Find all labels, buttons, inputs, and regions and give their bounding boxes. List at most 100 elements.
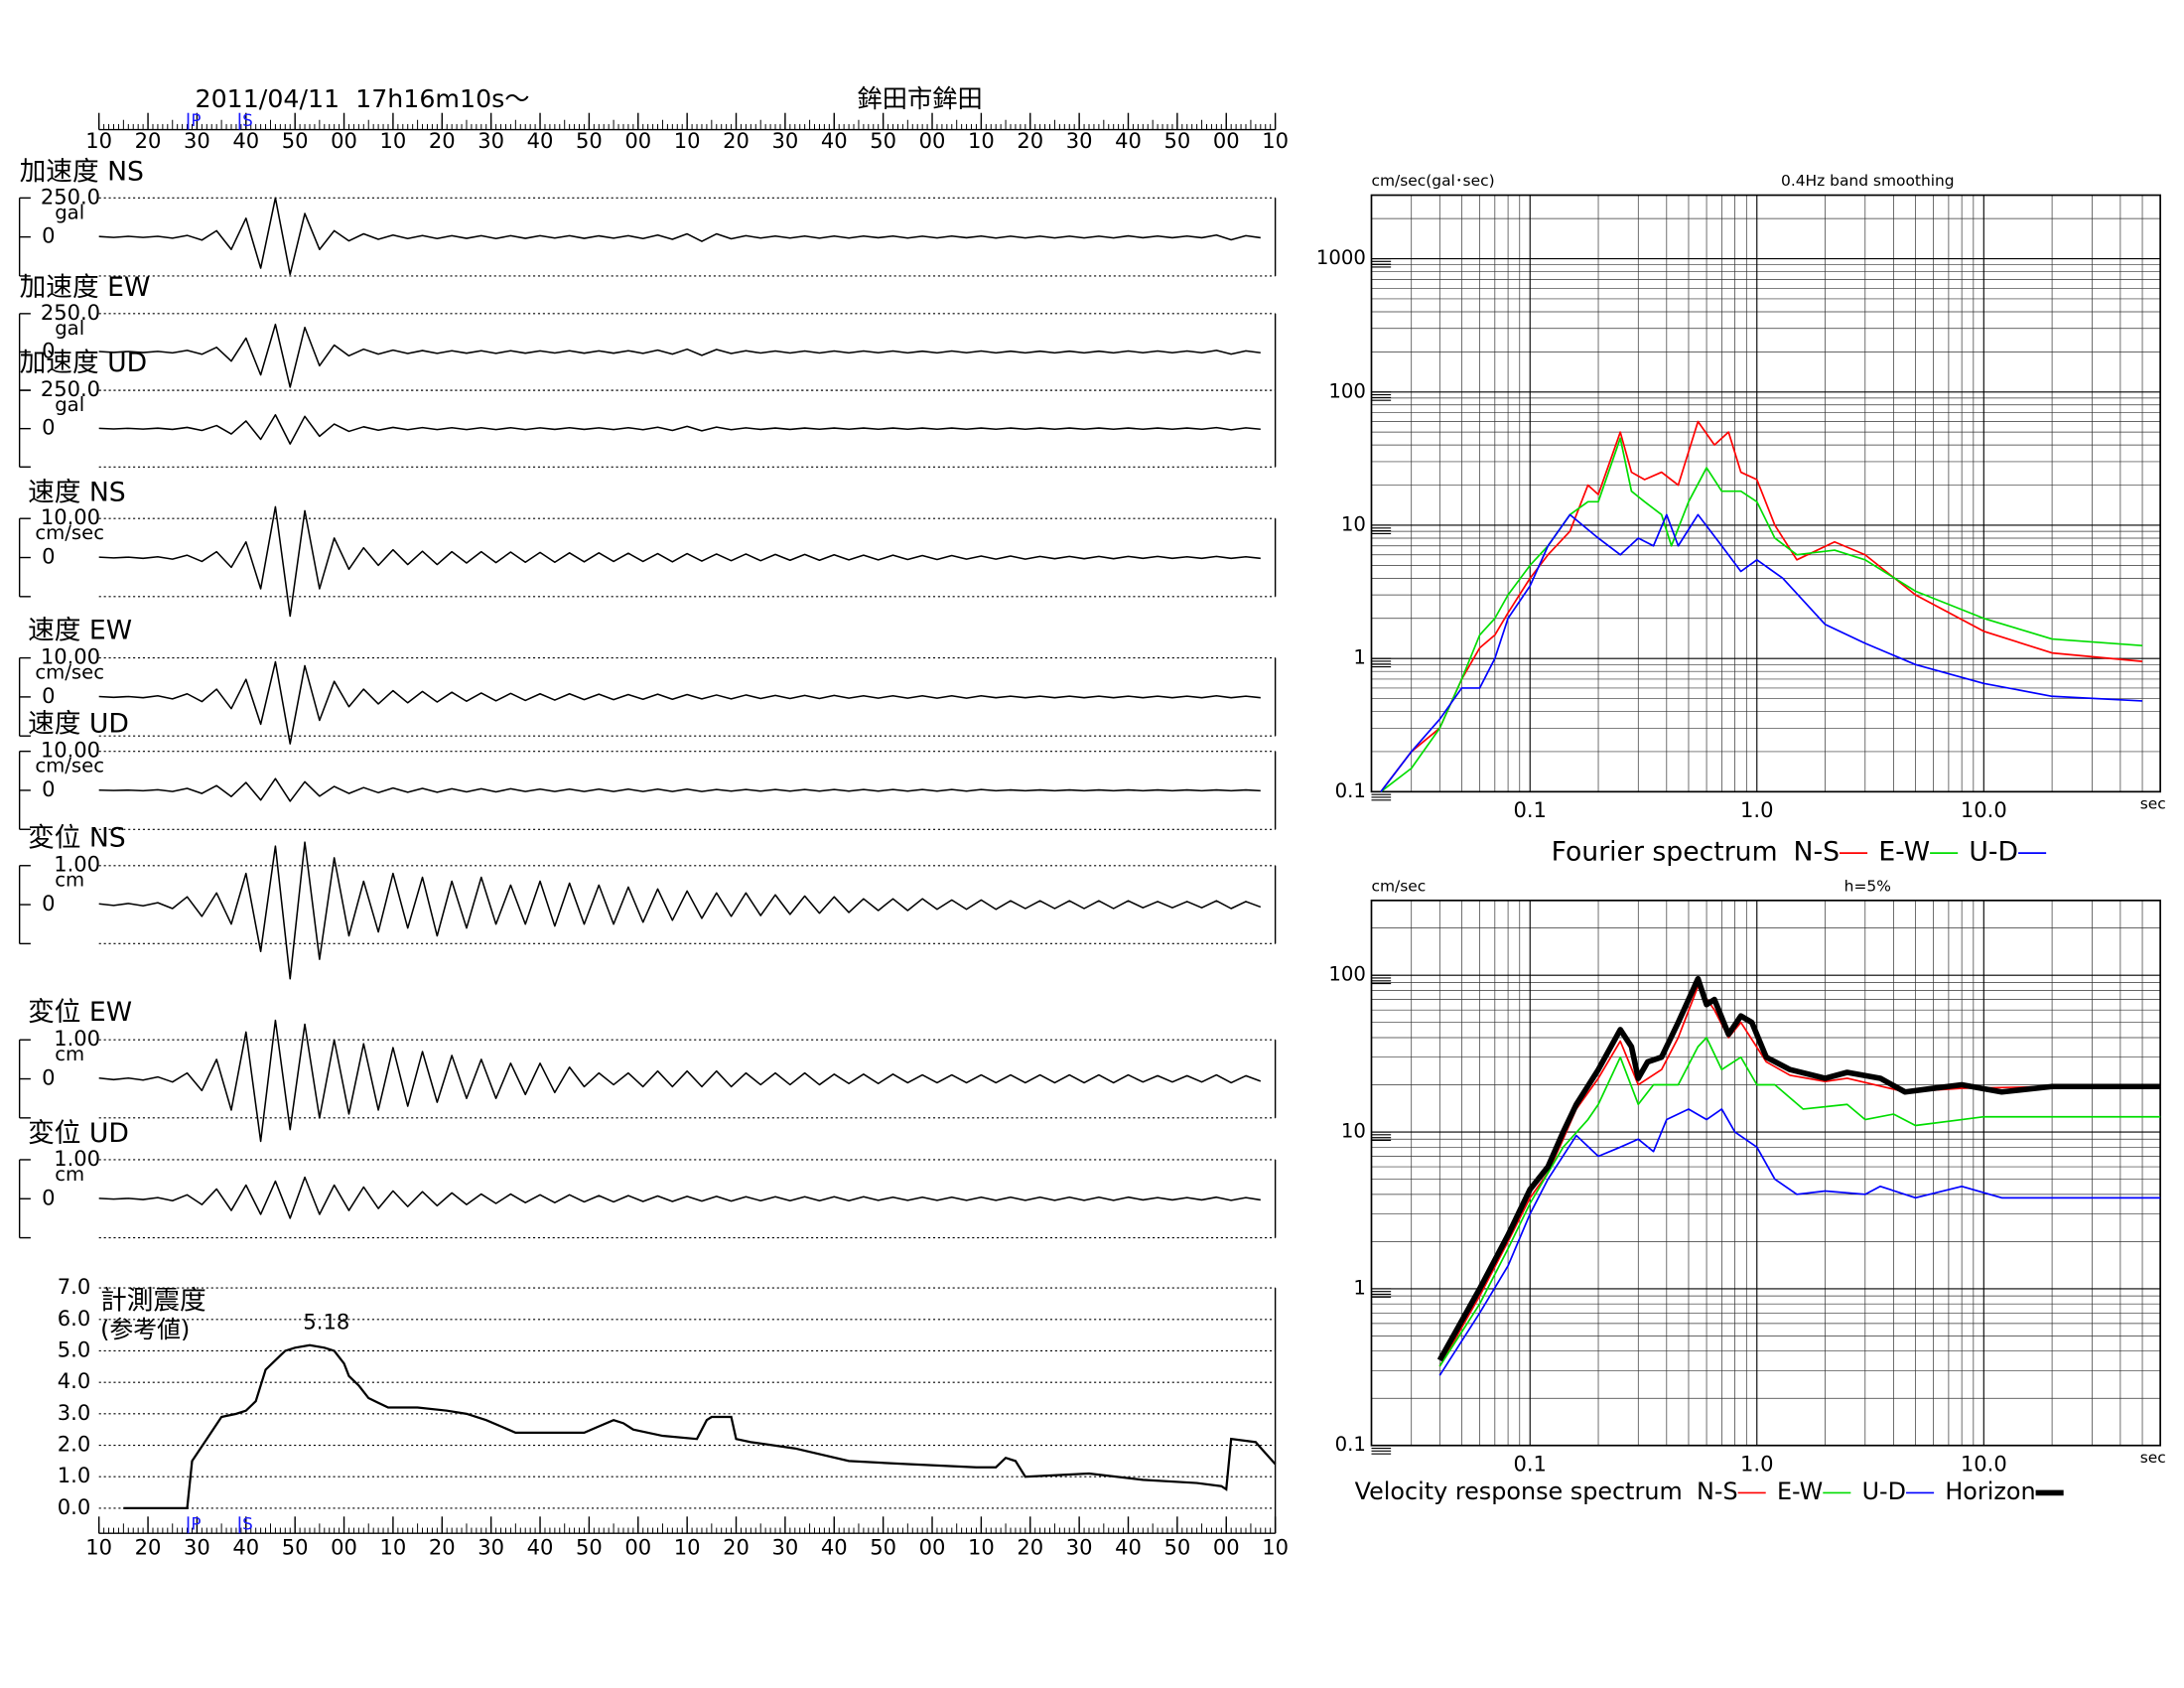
panel-label: 加速度 EW [20,272,151,303]
y-tick-label: 1 [1353,1276,1366,1299]
bottom-time-tick-label: 10 [968,1535,995,1560]
top-time-tick-label: 10 [674,128,701,153]
intensity-line [123,1343,1277,1510]
annotation: 5.18 [303,1309,349,1334]
top-time-tick-label: 20 [723,128,750,153]
location: 鉾田市鉾田 [857,84,982,113]
bottom-time-tick-label: 40 [1115,1535,1142,1560]
top-time-tick-label: 30 [1066,128,1093,153]
bottom-time-tick-label: 30 [478,1535,504,1560]
y-tick-label: 0 [42,891,55,915]
y-tick-label: 1.00 [54,1146,100,1171]
legend-label: Horizon [1945,1477,2035,1505]
y-tick-label: 10.00 [41,644,100,669]
phase-label: S [242,110,253,130]
legend-title: Velocity response spectrum [1355,1477,1683,1505]
bottom-time-tick-label: 20 [135,1535,162,1560]
y-tick-label: 4.0 [58,1368,90,1393]
bottom-time-tick-label: 40 [821,1535,848,1560]
waveform [98,505,1261,618]
unit-label: gal [55,317,84,340]
top-time-tick-label: 50 [576,128,603,153]
title: 2011/04/11 17h16m10s～ [196,84,530,113]
y-tick-label: 0 [42,1065,55,1090]
bottom-time-tick-label: 10 [85,1535,112,1560]
y-tick-label: 1.00 [54,852,100,877]
y-tick-label: 0.1 [1335,1433,1366,1456]
bottom-time-tick-label: 00 [331,1535,357,1560]
x-tick-label: 0.1 [1513,797,1546,822]
waveform [98,323,1261,388]
chart-subtitle: (参考値) [100,1316,190,1343]
y-tick-label: 5.0 [58,1336,90,1361]
y-tick-label: 0 [42,223,55,248]
y-tick-label: 6.0 [58,1306,90,1331]
legend-title: Fourier spectrum [1552,837,1778,868]
unit-label: cm/sec [35,755,104,777]
y-axis-unit: cm/sec(gal･sec) [1371,172,1494,190]
waveform [98,660,1261,745]
panel-label: 速度 NS [28,477,126,507]
top-time-tick-label: 20 [429,128,456,153]
top-time-tick-label: 00 [1213,128,1240,153]
y-tick-label: 0.1 [1335,779,1366,802]
bottom-time-tick-label: 20 [723,1535,750,1560]
top-time-tick-label: 30 [478,128,504,153]
x-tick-label: 1.0 [1740,1451,1773,1476]
bottom-time-tick-label: 30 [771,1535,798,1560]
top-time-tick-label: 10 [380,128,407,153]
y-tick-label: 0 [42,683,55,708]
phase-label: P [191,110,201,130]
bottom-time-tick-label: 10 [380,1535,407,1560]
unit-label: cm/sec [35,521,104,544]
legend-label: U-D [1862,1477,1906,1505]
top-time-tick-label: 00 [624,128,651,153]
y-tick-label: 0.0 [58,1494,90,1519]
y-tick-label: 7.0 [58,1274,90,1299]
top-time-tick-label: 00 [331,128,357,153]
chart-subtitle: h=5% [1844,877,1891,895]
x-tick-label: 10.0 [1961,797,2007,822]
panel-label: 変位 EW [28,997,132,1028]
phase-label: S [242,1514,253,1534]
legend-label: N-S [1794,837,1840,868]
plot-frame [1370,900,2161,1447]
unit-label: cm [55,1043,84,1065]
x-axis-unit: sec [2140,794,2166,812]
y-tick-label: 0 [42,544,55,569]
panel-label: 変位 UD [28,1118,129,1149]
spectrum-line [1380,513,2143,792]
y-tick-label: 250.0 [41,300,100,325]
x-tick-label: 10.0 [1961,1451,2007,1476]
unit-label: cm [55,869,84,892]
spectrum-line [1380,420,2143,792]
y-tick-label: 250.0 [41,376,100,401]
y-tick-label: 0 [42,1185,55,1209]
bottom-time-tick-label: 40 [232,1535,259,1560]
waveform [98,413,1261,445]
plot-frame [1370,194,2161,793]
bottom-time-tick-label: 30 [1066,1535,1093,1560]
y-tick-label: 1000 [1316,246,1366,269]
unit-label: gal [55,201,84,223]
chart-subtitle: 0.4Hz band smoothing [1781,172,1955,190]
top-time-tick-label: 00 [919,128,946,153]
y-tick-label: 1 [1353,646,1366,669]
y-tick-label: 2.0 [58,1432,90,1457]
top-time-tick-label: 10 [1262,128,1289,153]
top-time-tick-label: 10 [968,128,995,153]
bottom-time-tick-label: 40 [527,1535,554,1560]
x-tick-label: 0.1 [1513,1451,1546,1476]
bottom-time-tick-label: 20 [429,1535,456,1560]
waveform [98,777,1261,802]
y-tick-label: 10 [1341,1120,1366,1143]
y-tick-label: 0 [42,415,55,440]
top-time-tick-label: 30 [771,128,798,153]
y-tick-label: 3.0 [58,1400,90,1425]
y-tick-label: 100 [1328,379,1366,402]
x-tick-label: 1.0 [1740,797,1773,822]
panel-label: 速度 EW [28,615,132,645]
spectrum-line [1436,975,2161,1362]
